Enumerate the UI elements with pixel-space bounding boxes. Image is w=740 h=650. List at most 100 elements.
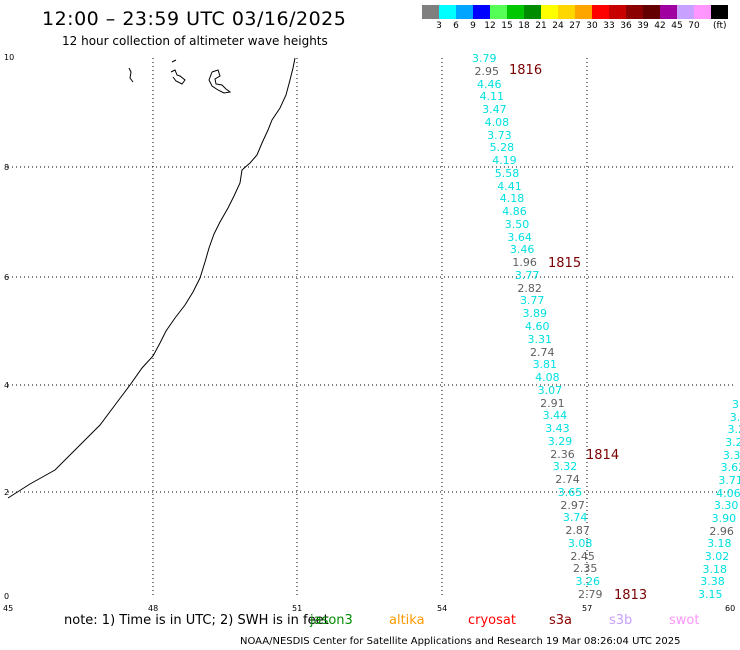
swh-value: 4.06: [716, 486, 740, 500]
colorbar-swatch: [490, 5, 507, 19]
pass-number-label: 1815: [548, 256, 582, 271]
swh-value: 4.11: [479, 90, 505, 104]
swh-value: 3.62: [720, 461, 740, 475]
footer-credit: NOAA/NESDIS Center for Satellite Applica…: [240, 636, 681, 647]
swh-value: 4.41: [497, 179, 522, 193]
swh-value: 3.15: [698, 588, 723, 601]
island-1: [128, 67, 134, 83]
latitude-label: 10: [4, 53, 15, 62]
swh-value: 2.82: [517, 281, 542, 295]
swh-value: 3.64: [507, 230, 532, 244]
latitude-label: 6: [4, 273, 10, 282]
swh-value: 3.46: [509, 243, 535, 257]
swh-value: 3.73: [487, 128, 512, 142]
colorbar-unit: (ft): [713, 21, 727, 31]
latitude-label: 4: [4, 381, 10, 390]
colorbar-label: 6: [453, 21, 459, 31]
swh-value: 3.02: [704, 550, 730, 563]
swh-value: 3.07: [537, 383, 563, 397]
mission-s3b: s3b: [609, 613, 633, 628]
swh-value: 3.34: [722, 448, 740, 462]
colorbar-swatch: [626, 5, 643, 19]
mission-jason3: jason3: [310, 613, 353, 628]
swh-value: 3.47: [482, 103, 507, 117]
swh-value: 3.38: [700, 575, 725, 589]
colorbar-swatch: [507, 5, 524, 19]
note-text: note: 1) Time is in UTC; 2) SWH is in fe…: [64, 613, 329, 628]
longitude-label: 54: [437, 604, 448, 613]
colorbar-swatch: [694, 5, 711, 19]
page-subtitle: 12 hour collection of altimeter wave hei…: [62, 34, 328, 48]
swh-value: 3.81: [532, 358, 558, 372]
pass-number-label: 1813: [614, 588, 648, 603]
colorbar-swatch: [422, 5, 439, 19]
swh-value: 2.74: [530, 345, 555, 359]
colorbar-label: 42: [654, 21, 666, 31]
colorbar-swatch: [592, 5, 609, 19]
swh-value: 3.28: [729, 410, 740, 424]
colorbar-label: 70: [688, 21, 700, 31]
latitude-label: 0: [4, 592, 10, 601]
mission-swot: swot: [669, 613, 700, 628]
swh-value: 3.79: [472, 52, 497, 65]
swh-value: 4.60: [525, 320, 550, 333]
swh-value: 4.08: [535, 371, 560, 385]
longitude-label: 60: [725, 604, 736, 613]
swh-value: 2.74: [555, 473, 580, 487]
colorbar-swatch: [609, 5, 626, 19]
colorbar-swatch: [643, 5, 660, 19]
swh-value: 5.58: [494, 166, 520, 180]
swh-value: 3.29: [547, 434, 573, 448]
longitude-label: 45: [3, 604, 14, 613]
colorbar-label: 30: [586, 21, 598, 31]
swh-value: 4.18: [499, 192, 525, 206]
swh-value: 3.32: [552, 460, 578, 474]
swh-value: 4.19: [492, 154, 517, 168]
colorbar-label: 24: [552, 21, 564, 31]
colorbar-label: 39: [637, 21, 649, 31]
colorbar-label: 12: [484, 21, 496, 31]
island-3: [208, 69, 232, 94]
colorbar-label: 36: [620, 21, 632, 31]
island-2: [170, 59, 186, 85]
swh-value: 3.26: [575, 575, 600, 589]
pass-number-label: 1816: [509, 63, 543, 78]
swh-value: 3.77: [514, 268, 540, 282]
colorbar-swatch: [439, 5, 456, 19]
swh-value: 3.43: [545, 422, 570, 436]
page-title: 12:00 – 23:59 UTC 03/16/2025: [42, 8, 347, 30]
swh-value: 1.96: [512, 256, 537, 270]
swh-value: 3.18: [702, 562, 728, 576]
colorbar-swatch: [558, 5, 575, 19]
swh-value: 2.87: [565, 524, 590, 538]
colorbar-label: 27: [569, 21, 581, 31]
swh-value: 3.65: [557, 485, 583, 499]
swh-value: 4.86: [502, 205, 527, 219]
swh-value: 3.71: [718, 474, 740, 487]
mission-cryosat: cryosat: [468, 613, 516, 628]
swh-value: 3.23: [727, 423, 740, 437]
mission-altika: altika: [389, 613, 425, 628]
swh-value: 3.21: [725, 436, 740, 449]
colorbar-swatch: [711, 5, 728, 19]
swh-value: 3.08: [567, 536, 593, 550]
swh-value: 2.95: [474, 64, 500, 78]
swh-value: 4.08: [484, 115, 510, 129]
colorbar-label: 33: [603, 21, 615, 31]
longitude-label: 57: [582, 604, 593, 613]
colorbar-swatch: [524, 5, 541, 19]
colorbar-label: 21: [535, 21, 547, 31]
colorbar-label: 18: [518, 21, 530, 31]
colorbar-label: 15: [501, 21, 513, 31]
colorbar-swatch: [575, 5, 592, 19]
pass-number-label: 1814: [586, 448, 620, 463]
coastline: [7, 57, 296, 499]
colorbar-swatch: [456, 5, 473, 19]
colorbar-swatch: [541, 5, 558, 19]
swh-value: 3.50: [504, 217, 530, 231]
colorbar-swatch: [677, 5, 694, 19]
colorbar-label: 3: [436, 21, 442, 31]
colorbar-swatch: [473, 5, 490, 19]
longitude-label: 51: [292, 604, 303, 613]
swh-value: 2.35: [572, 562, 598, 576]
